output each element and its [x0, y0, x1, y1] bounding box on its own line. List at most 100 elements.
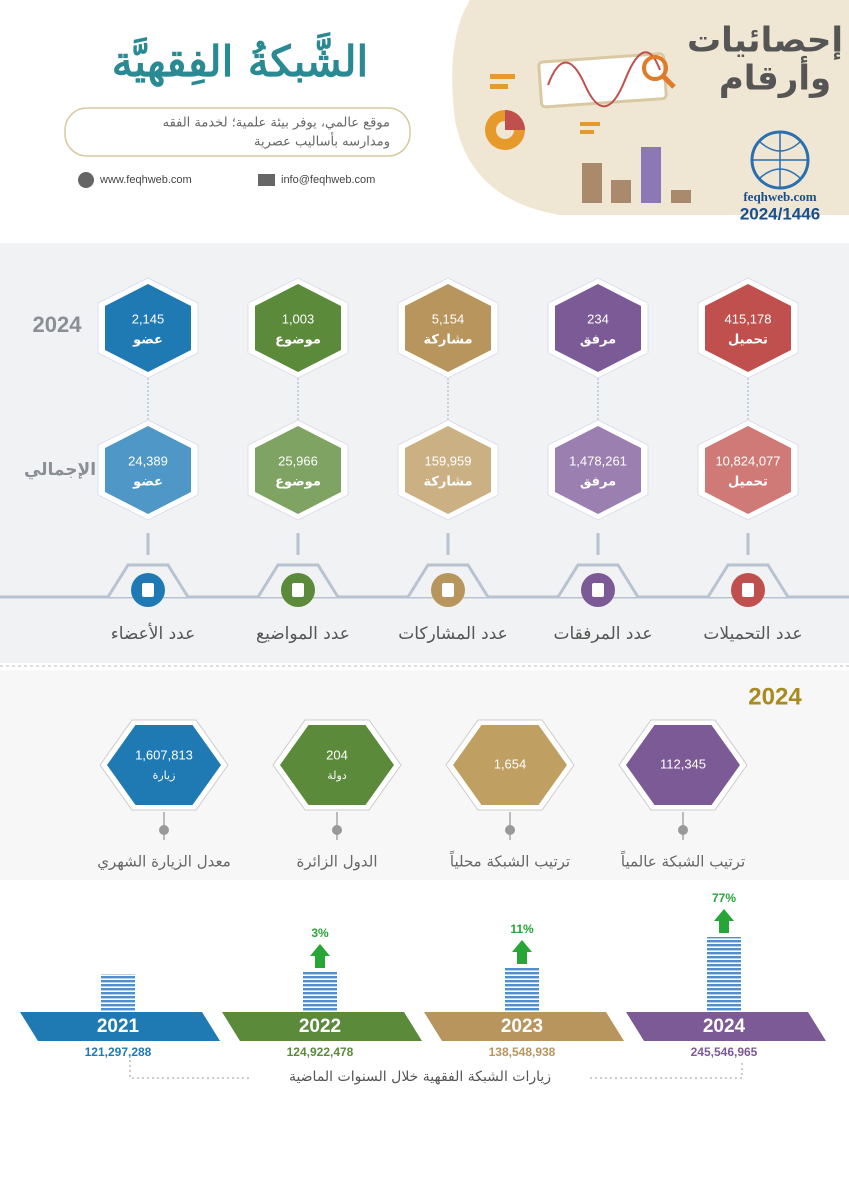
icon-glyph	[292, 583, 304, 597]
rank-unit: دولة	[327, 769, 347, 782]
pin-head	[332, 825, 342, 835]
hexagon	[255, 426, 341, 514]
unit: تحميل	[728, 475, 768, 490]
total-value: 10,824,077	[715, 453, 780, 468]
hexagon	[280, 725, 394, 805]
hexagon	[405, 426, 491, 514]
visit-total: 124,922,478	[287, 1045, 354, 1059]
total-value: 159,959	[425, 453, 472, 468]
rank-value: 1,654	[494, 756, 527, 771]
growth: 11%	[510, 922, 534, 936]
visit-year: 2021	[97, 1016, 140, 1037]
visit-stack	[505, 968, 539, 1012]
visit-stack	[101, 974, 135, 1012]
year-value: 2,145	[132, 311, 165, 326]
hexagon	[105, 284, 191, 372]
visit-total: 138,548,938	[489, 1045, 556, 1059]
unit: مرفق	[580, 333, 616, 348]
column-label: عدد المشاركات	[398, 624, 508, 644]
globe-icon	[78, 172, 94, 188]
unit: عضو	[132, 333, 163, 348]
growth-arrow	[714, 909, 734, 933]
brand: feqhweb.com	[743, 189, 816, 204]
year-value: 5,154	[432, 311, 465, 326]
growth: 77%	[712, 891, 736, 905]
icon-glyph	[592, 583, 604, 597]
column-label: عدد التحميلات	[703, 624, 802, 644]
unit: موضوع	[275, 333, 321, 348]
visit-year: 2022	[299, 1016, 341, 1037]
pin-head	[678, 825, 688, 835]
visit-total: 121,297,288	[85, 1045, 152, 1059]
timeline-bump	[706, 533, 790, 598]
banner-bg	[452, 0, 849, 215]
column-label: عدد المرفقات	[553, 624, 652, 644]
rank-value: 1,607,813	[135, 747, 193, 762]
icon-glyph	[742, 583, 754, 597]
unit: مشاركة	[423, 333, 472, 348]
logo-title: الشَّبكةُ الفِقهيَّة	[112, 32, 368, 87]
hexagon	[453, 725, 567, 805]
year-value: 415,178	[725, 311, 772, 326]
website: www.feqhweb.com	[99, 174, 192, 186]
hexagon	[405, 284, 491, 372]
icon-glyph	[442, 583, 454, 597]
rank-label: معدل الزيارة الشهري	[97, 853, 231, 872]
total-value: 24,389	[128, 453, 168, 468]
year-band	[424, 1012, 624, 1041]
unit: عضو	[132, 475, 163, 490]
stats-year: 2024	[33, 312, 83, 337]
pin-head	[159, 825, 169, 835]
unit: تحميل	[728, 333, 768, 348]
visit-year: 2023	[501, 1016, 543, 1037]
visit-stack	[303, 972, 337, 1012]
year-value: 234	[587, 311, 609, 326]
rank-unit: زيارة	[153, 769, 176, 782]
hexagon	[705, 284, 791, 372]
rank-value: 204	[326, 747, 348, 762]
stats-total-label: الإجمالي	[24, 460, 96, 480]
column-label: عدد الأعضاء	[111, 623, 196, 644]
rank-label: ترتيب الشبكة عالمياً	[620, 850, 745, 870]
timeline-bump	[106, 533, 190, 598]
total-value: 1,478,261	[569, 453, 627, 468]
year-value: 1,003	[282, 311, 315, 326]
icon-glyph	[142, 583, 154, 597]
year-band	[626, 1012, 826, 1041]
ranking-year: 2024	[748, 683, 802, 710]
banner-year: 2024/1446	[740, 204, 820, 223]
mail-icon	[258, 174, 275, 186]
unit: مرفق	[580, 475, 616, 490]
growth-arrow	[512, 940, 532, 964]
timeline-bump	[256, 533, 340, 598]
visit-year: 2024	[703, 1016, 746, 1037]
visits-caption: زيارات الشبكة الفقهية خلال السنوات الماض…	[289, 1069, 551, 1085]
total-value: 25,966	[278, 453, 318, 468]
email: info@feqhweb.com	[281, 174, 375, 186]
year-band	[20, 1012, 220, 1041]
timeline-bump	[556, 533, 640, 598]
rank-label: الدول الزائرة	[296, 853, 377, 871]
unit: مشاركة	[423, 475, 472, 490]
visit-stack	[707, 937, 741, 1012]
hexagon	[626, 725, 740, 805]
tagline: ومدارسه بأساليب عصرية	[254, 132, 390, 150]
tagline: موقع عالمي، يوفر بيئة علمية؛ لخدمة الفقه	[163, 116, 390, 131]
pin-head	[505, 825, 515, 835]
hexagon	[705, 426, 791, 514]
banner-title: وأرقام	[719, 56, 831, 99]
tagline-box	[64, 107, 411, 157]
unit: موضوع	[275, 475, 321, 490]
visit-total: 245,546,965	[691, 1045, 758, 1059]
timeline-bump	[406, 533, 490, 598]
rank-label: ترتيب الشبكة محلياً	[449, 850, 570, 870]
hexagon	[105, 426, 191, 514]
banner-decoration	[485, 51, 810, 203]
column-label: عدد المواضيع	[256, 624, 350, 644]
caption-bracket	[129, 1060, 743, 1079]
growth-arrow	[310, 944, 330, 968]
hexagon	[107, 725, 221, 805]
